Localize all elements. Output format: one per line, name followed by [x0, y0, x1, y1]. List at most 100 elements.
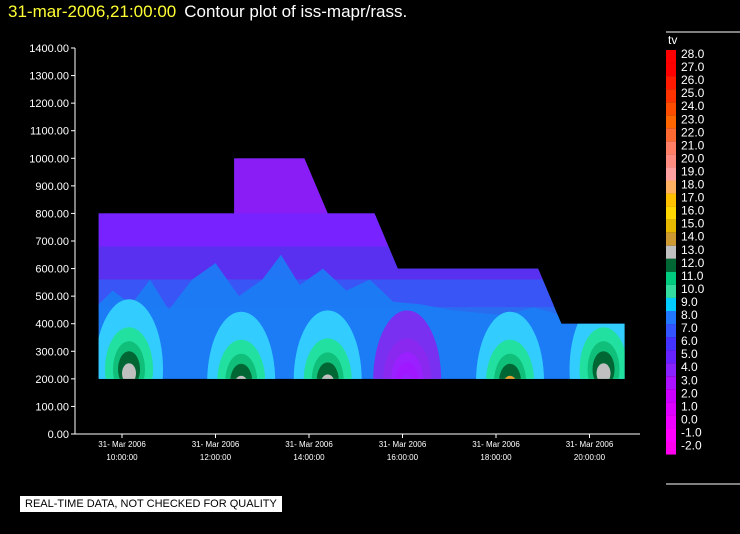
legend-level-label: 20.0 — [681, 151, 705, 165]
y-tick-label: 200.00 — [35, 374, 69, 386]
legend-swatch — [666, 76, 676, 90]
legend-level-label: 21.0 — [681, 138, 705, 152]
contour-feature-0-core — [122, 363, 137, 379]
y-tick-label: 400.00 — [35, 319, 69, 331]
y-tick-label: 1400.00 — [29, 43, 69, 55]
x-tick-label-time: 16:00:00 — [387, 453, 419, 462]
contour-feature-1-ring-3 — [230, 363, 253, 379]
legend-swatch — [666, 180, 676, 194]
x-tick-label-time: 14:00:00 — [293, 453, 325, 462]
legend-swatch — [666, 154, 676, 168]
legend-level-label: 8.0 — [681, 308, 698, 322]
color-legend: tv 28.027.026.025.024.023.022.021.020.019… — [666, 31, 740, 485]
contour-feature-3-ring-2 — [391, 352, 424, 379]
y-tick-label: 800.00 — [35, 208, 69, 220]
x-tick-label-date: 31- Mar 2006 — [379, 440, 427, 449]
legend-level-label: 23.0 — [681, 112, 705, 126]
legend-level-label: 28.0 — [681, 47, 705, 61]
legend-swatch — [666, 245, 676, 259]
contour-feature-3-ring-1 — [383, 338, 432, 379]
legend-swatch — [666, 193, 676, 207]
legend-swatch — [666, 389, 676, 403]
legend-level-label: 11.0 — [681, 269, 704, 283]
contour-feature-4-ring-2 — [494, 353, 527, 379]
contour-feature-2-ring-1 — [303, 338, 352, 379]
contour-feature-3-core — [400, 374, 415, 379]
legend-level-label: 12.0 — [681, 256, 705, 270]
legend-swatch — [666, 415, 676, 429]
legend-swatch — [666, 128, 676, 142]
contour-feature-5-core — [596, 363, 611, 379]
legend-swatch — [666, 232, 676, 246]
legend-level-label: 26.0 — [681, 73, 705, 87]
legend-swatch — [666, 363, 676, 377]
x-tick-label-date: 31- Mar 2006 — [192, 440, 240, 449]
legend-level-label: 24.0 — [681, 99, 705, 113]
legend-swatch — [666, 441, 676, 455]
contour-feature-1-core — [234, 375, 249, 379]
contour-band-4 — [98, 158, 625, 214]
contour-fill — [98, 158, 625, 379]
legend-swatch — [666, 141, 676, 155]
legend-swatch — [666, 402, 676, 416]
contour-feature-2-core — [320, 374, 335, 379]
y-tick-label: 900.00 — [35, 181, 69, 193]
legend-swatch — [666, 311, 676, 325]
legend-swatch — [666, 297, 676, 311]
legend-level-label: 27.0 — [681, 60, 705, 74]
contour-feature-4-ring-0 — [476, 311, 545, 379]
x-tick-label-date: 31- Mar 2006 — [472, 440, 520, 449]
x-tick-label-time: 20:00:00 — [574, 453, 606, 462]
legend-level-label: 16.0 — [681, 204, 705, 218]
legend-level-label: -2.0 — [681, 439, 702, 453]
legend-swatch — [666, 102, 676, 116]
legend-swatch — [666, 219, 676, 233]
chart-header: 31-mar-2006,21:00:00 Contour plot of iss-… — [8, 2, 407, 22]
y-tick-label: 500.00 — [35, 291, 69, 303]
contour-band-5 — [98, 213, 625, 247]
x-tick-label-date: 31- Mar 2006 — [285, 440, 333, 449]
legend-level-label: 13.0 — [681, 243, 705, 257]
legend-swatch — [666, 63, 676, 77]
contour-plot-area — [98, 158, 625, 379]
legend-level-label: 2.0 — [681, 386, 698, 400]
legend-variable-label: tv — [668, 33, 677, 47]
legend-swatch — [666, 350, 676, 364]
y-tick-label: 1000.00 — [29, 153, 69, 165]
legend-level-label: 3.0 — [681, 373, 698, 387]
y-tick-label: 1100.00 — [30, 126, 69, 138]
chart-title: Contour plot of iss-mapr/rass. — [184, 2, 408, 21]
contour-band-6 — [98, 246, 625, 280]
legend-swatch — [666, 271, 676, 285]
chart-axes: 0.00 100.00 200.00 300.00 400.00 500.00 600.00… — [29, 43, 640, 462]
contour-feature-1-ring-1 — [217, 339, 266, 379]
legend-swatch — [666, 50, 676, 64]
y-tick-label: 1300.00 — [29, 71, 69, 83]
contour-feature-3-ring-0 — [373, 310, 442, 379]
contour-feature-2-ring-3 — [316, 362, 339, 379]
legend-level-label: -1.0 — [681, 425, 702, 439]
quality-note: REAL-TIME DATA, NOT CHECKED FOR QUALITY — [20, 496, 282, 512]
y-tick-label: 700.00 — [35, 236, 69, 248]
legend-swatch — [666, 89, 676, 103]
legend-swatch — [666, 324, 676, 338]
contour-feature-4-ring-3 — [499, 363, 522, 379]
legend-level-label: 5.0 — [681, 347, 698, 361]
y-tick-label: 300.00 — [35, 346, 69, 358]
legend-swatch — [666, 428, 676, 442]
x-tick-label-time: 18:00:00 — [480, 453, 512, 462]
contour-feature-1-ring-0 — [207, 311, 276, 379]
legend-level-label: 18.0 — [681, 178, 705, 192]
legend-level-label: 4.0 — [681, 360, 698, 374]
contour-feature-4-core — [503, 375, 518, 379]
x-tick-label-time: 12:00:00 — [200, 453, 232, 462]
legend-swatch — [666, 206, 676, 220]
legend-level-label: 0.0 — [681, 412, 698, 426]
legend-level-label: 19.0 — [681, 164, 705, 178]
contour-feature-1-ring-2 — [225, 353, 258, 379]
contour-feature-4-ring-1 — [486, 339, 535, 379]
legend-level-label: 25.0 — [681, 86, 705, 100]
legend-level-label: 10.0 — [681, 282, 705, 296]
contour-feature-2-ring-2 — [311, 352, 344, 379]
